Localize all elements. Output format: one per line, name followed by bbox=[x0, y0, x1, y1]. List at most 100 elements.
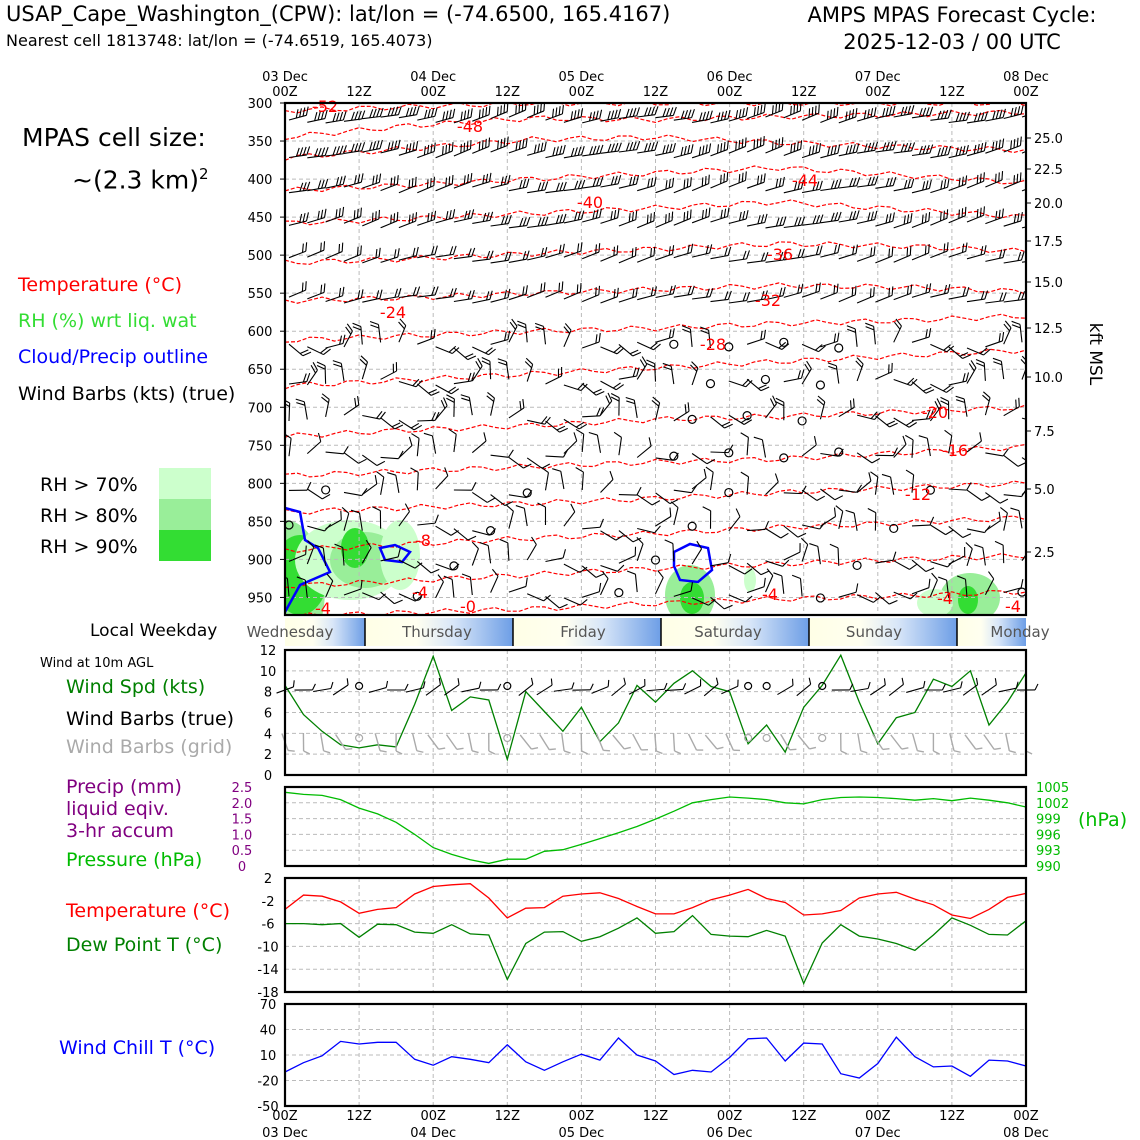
wind-barb bbox=[911, 106, 934, 119]
wind-barb-flag bbox=[995, 140, 998, 150]
wind-barb-staff bbox=[545, 595, 560, 609]
wind-barb-flag bbox=[292, 680, 295, 687]
wind-barb-staff bbox=[398, 114, 417, 119]
top-hour-label: 00Z bbox=[272, 85, 298, 100]
wind-barb-flag bbox=[973, 113, 978, 122]
wind-barb bbox=[581, 383, 605, 396]
panel-tick-label: 8 bbox=[264, 686, 272, 701]
wind-barb-flag bbox=[519, 179, 523, 189]
wind-barb-flag bbox=[873, 107, 877, 117]
wind-barb-flag bbox=[955, 112, 960, 122]
wind-barb-flag bbox=[799, 543, 801, 553]
wind-barb-flag bbox=[576, 284, 579, 294]
wind-barb-flag bbox=[812, 215, 817, 225]
wind-barb-staff bbox=[362, 115, 381, 120]
wind-barb-flag bbox=[646, 362, 656, 368]
wind-barb-flag bbox=[394, 140, 398, 150]
wind-barb-staff bbox=[618, 115, 637, 120]
wind-barb-flag bbox=[771, 105, 774, 115]
wind-barb-flag bbox=[684, 109, 689, 119]
wind-barb bbox=[1021, 417, 1026, 424]
wind-barb-flag bbox=[1016, 173, 1019, 183]
wind-barb bbox=[325, 286, 345, 303]
wind-barb-flag bbox=[517, 320, 526, 325]
wind-barb-flag bbox=[855, 244, 858, 254]
wind-barb-staff bbox=[343, 404, 360, 416]
wind-barb-staff bbox=[875, 185, 894, 189]
wind-barb-flag bbox=[849, 683, 854, 691]
wind-barb-staff bbox=[508, 456, 524, 469]
wind-barb-flag bbox=[993, 361, 1003, 366]
wind-barb-flag bbox=[1018, 397, 1020, 407]
wind-barb-staff bbox=[801, 524, 820, 530]
wind-barb-flag bbox=[295, 398, 305, 403]
wind-barb-staff bbox=[416, 383, 432, 396]
wind-barb-staff bbox=[322, 547, 327, 566]
wind-barb bbox=[524, 357, 534, 382]
wind-barb bbox=[984, 571, 995, 596]
wind-barb-flag bbox=[316, 365, 326, 370]
wind-barb bbox=[956, 575, 968, 598]
wind-barb-flag bbox=[541, 216, 546, 226]
wind-barb-staff bbox=[636, 255, 655, 263]
wind-barb bbox=[332, 360, 345, 382]
wind-barb bbox=[471, 541, 479, 566]
wind-barb-flag bbox=[889, 422, 898, 428]
wind-barb-flag bbox=[305, 106, 309, 116]
wind-barb-flag bbox=[882, 107, 886, 117]
wind-barb-flag bbox=[867, 507, 877, 514]
wind-barb-staff bbox=[746, 378, 762, 392]
calm-wind-marker bbox=[650, 555, 661, 565]
wind-barb-flag bbox=[524, 361, 532, 369]
wind-barb-staff bbox=[307, 525, 325, 532]
wind-barb-staff bbox=[343, 452, 359, 464]
wind-barb bbox=[838, 210, 860, 223]
wind-barb-staff bbox=[303, 401, 308, 420]
wind-barb-flag bbox=[470, 172, 473, 182]
precip-tick-label: 1.5 bbox=[232, 813, 253, 828]
wind-barb-flag bbox=[449, 210, 452, 220]
wind-barb-flag bbox=[393, 213, 396, 223]
wind-barb-staff bbox=[563, 116, 582, 123]
wind-barb-flag bbox=[737, 679, 739, 687]
wind-barb-staff bbox=[856, 295, 874, 304]
wind-barb-staff bbox=[1021, 259, 1026, 263]
wind-barb bbox=[1003, 105, 1024, 120]
wind-barb bbox=[545, 104, 564, 121]
wind-barb bbox=[802, 214, 824, 226]
wind-barb-flag bbox=[943, 284, 947, 294]
wind-barb-flag bbox=[577, 109, 580, 119]
cloud-outline bbox=[378, 543, 412, 564]
wind-barb-flag bbox=[341, 506, 350, 514]
wind-barb-grid-flag bbox=[933, 750, 940, 755]
wind-barb-flag bbox=[925, 180, 929, 190]
wind-barb-flag bbox=[302, 146, 307, 156]
wind-barb-flag bbox=[1015, 681, 1019, 689]
wind-barb-staff bbox=[761, 439, 767, 458]
wind-barb-flag bbox=[592, 145, 597, 155]
sounding-inner bbox=[285, 103, 1026, 615]
wind-barb-flag bbox=[394, 106, 399, 116]
wind-barb-flag bbox=[437, 574, 444, 583]
wind-barb-flag bbox=[446, 394, 455, 400]
wind-barb-flag bbox=[835, 505, 844, 512]
wind-barb bbox=[856, 107, 877, 122]
wind-barb bbox=[417, 286, 439, 298]
isotherm-label: -48 bbox=[457, 117, 483, 136]
wind-barb-flag bbox=[409, 107, 413, 117]
wind-barb-staff bbox=[747, 528, 766, 532]
kft-tick-label: 20.0 bbox=[1034, 197, 1063, 212]
wind-barb bbox=[801, 143, 822, 159]
calm-wind-marker bbox=[321, 485, 331, 495]
wind-barb bbox=[710, 207, 730, 223]
wind-barb-flag bbox=[595, 391, 605, 396]
wind-barb-flag bbox=[745, 107, 749, 117]
wind-barb-flag bbox=[314, 148, 319, 158]
wind-barb-flag bbox=[427, 212, 430, 222]
wind-barb-staff bbox=[461, 687, 480, 693]
wind-barb bbox=[998, 681, 1019, 693]
wind-barb-flag bbox=[775, 178, 779, 188]
wind-barb bbox=[600, 208, 620, 224]
wind-barb-flag bbox=[690, 144, 694, 154]
wind-barb-flag bbox=[427, 144, 430, 154]
